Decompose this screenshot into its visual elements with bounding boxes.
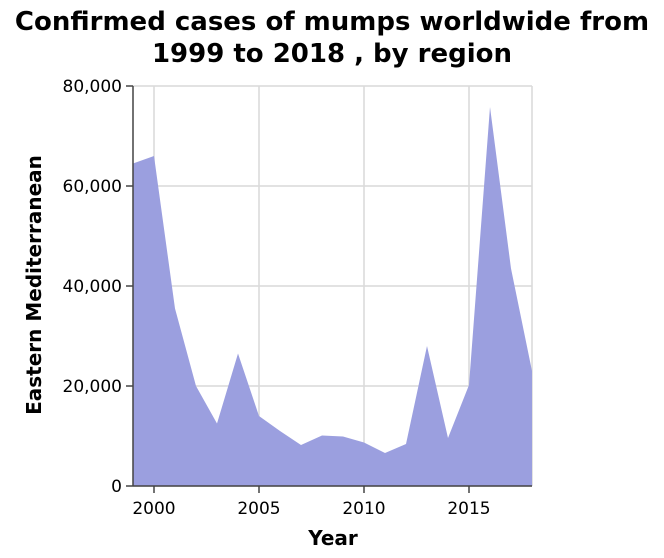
- x-tick-label-1: 2005: [237, 499, 280, 519]
- y-tick-labels: 0 20,000 40,000 60,000 80,000: [63, 77, 122, 497]
- y-tick-label-0: 0: [111, 477, 122, 497]
- x-tick-label-2: 2010: [342, 499, 385, 519]
- y-axis-title: Eastern Mediterranean: [22, 155, 46, 415]
- x-tick-labels: 2000 2005 2010 2015: [132, 499, 490, 519]
- x-axis-title: Year: [307, 526, 358, 550]
- y-tick-label-1: 20,000: [63, 377, 122, 397]
- axes: [126, 85, 532, 493]
- y-tick-label-4: 80,000: [63, 77, 122, 97]
- x-tick-label-3: 2015: [447, 499, 490, 519]
- y-tick-label-3: 60,000: [63, 177, 122, 197]
- y-tick-label-2: 40,000: [63, 277, 122, 297]
- area-series-eastern-mediterranean: [133, 107, 532, 486]
- chart-title-line2: 1999 to 2018 , by region: [152, 39, 512, 69]
- chart-title-line1: Confirmed cases of mumps worldwide from: [15, 7, 649, 37]
- x-tick-label-0: 2000: [132, 499, 175, 519]
